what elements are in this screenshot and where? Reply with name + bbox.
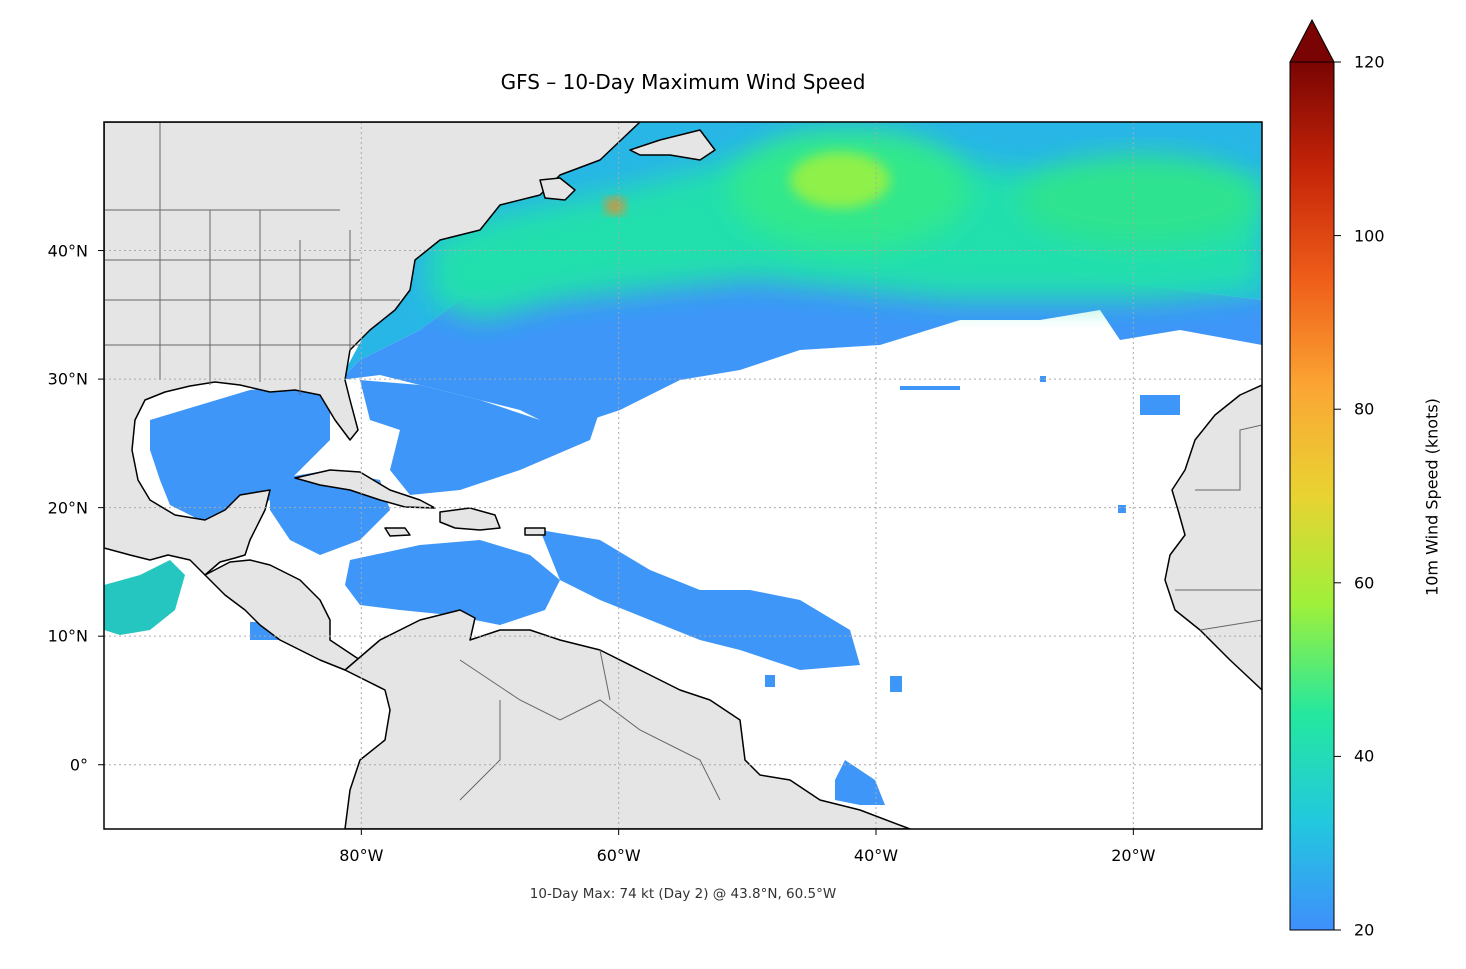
colorbar-bar bbox=[1289, 61, 1335, 931]
wind-gulf bbox=[150, 385, 330, 520]
wind-tropical-atlantic bbox=[540, 530, 860, 670]
wind-speckle bbox=[900, 386, 960, 390]
colorbar bbox=[1289, 18, 1341, 931]
map-frame bbox=[103, 121, 1263, 830]
landmass-hispaniola bbox=[439, 507, 501, 531]
colorbar-tick-label: 120 bbox=[1354, 52, 1385, 72]
x-tick-label: 40°W bbox=[853, 846, 899, 865]
wind-equatorial bbox=[835, 760, 885, 805]
landmass-africa bbox=[1164, 384, 1262, 691]
wind-pacific bbox=[104, 560, 185, 635]
landmass-newfoundland bbox=[539, 177, 576, 201]
y-tick-label: 10°N bbox=[47, 626, 88, 646]
wind-speckle bbox=[1140, 395, 1180, 415]
wind-speckle bbox=[890, 676, 902, 692]
wind-zone-ne bbox=[1020, 155, 1260, 245]
wind-streak-bahamas bbox=[360, 380, 600, 495]
colorbar-extend-arrow bbox=[1289, 18, 1335, 63]
wind-caribbean-south bbox=[345, 540, 560, 625]
gridlines bbox=[104, 122, 1262, 829]
y-tick-label: 0° bbox=[69, 755, 88, 775]
x-tick-label: 20°W bbox=[1111, 846, 1156, 865]
y-tick-label: 40°N bbox=[47, 241, 88, 261]
wind-speckle bbox=[765, 675, 775, 687]
colorbar-ticks bbox=[1334, 61, 1341, 931]
colorbar-tick-label: 80 bbox=[1354, 399, 1375, 419]
wind-zone-lime bbox=[790, 152, 890, 208]
landmass-puerto-rico bbox=[524, 527, 546, 536]
landmass-north-coast bbox=[629, 129, 716, 161]
footnote-max-info: 10-Day Max: 74 kt (Day 2) @ 43.8°N, 60.5… bbox=[529, 886, 837, 902]
colorbar-tick-label: 100 bbox=[1354, 226, 1385, 246]
y-tick-label: 30°N bbox=[47, 369, 88, 389]
landmass-north-america bbox=[104, 122, 641, 576]
wind-zone-maxpoint bbox=[605, 198, 625, 214]
colorbar-tick-label: 40 bbox=[1354, 746, 1375, 766]
chart-title: GFS – 10-Day Maximum Wind Speed bbox=[500, 70, 866, 94]
landmass-central-america bbox=[204, 559, 361, 671]
x-tick-label: 60°W bbox=[596, 846, 641, 865]
wind-speckle bbox=[1118, 505, 1126, 513]
y-tick-label: 20°N bbox=[47, 498, 88, 518]
wind-speckle bbox=[1040, 376, 1046, 382]
x-tick-label: 80°W bbox=[339, 846, 384, 865]
colorbar-tick-label: 20 bbox=[1354, 920, 1375, 940]
colorbar-tick-label: 60 bbox=[1354, 573, 1375, 593]
landmass-jamaica bbox=[384, 527, 411, 537]
colorbar-label: 10m Wind Speed (knots) bbox=[1422, 398, 1442, 596]
axis-ticks bbox=[98, 250, 1134, 835]
